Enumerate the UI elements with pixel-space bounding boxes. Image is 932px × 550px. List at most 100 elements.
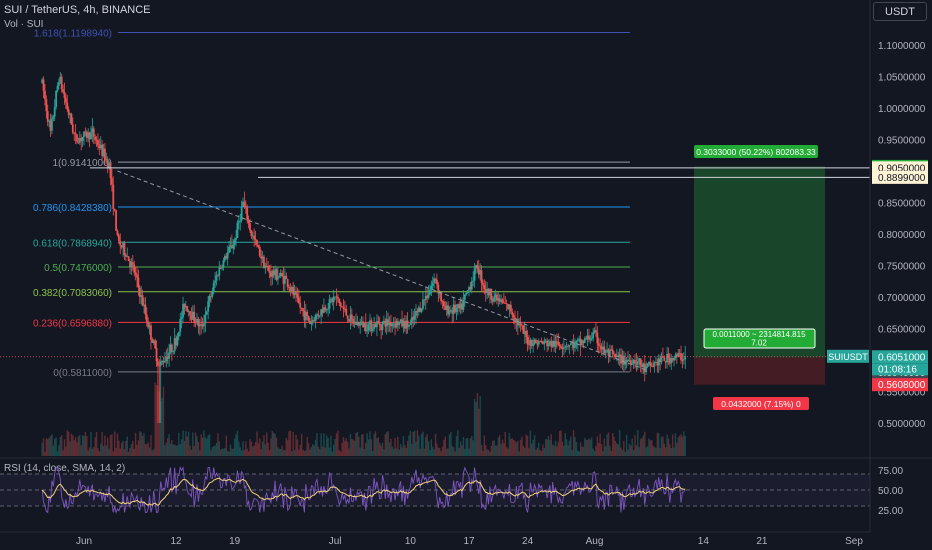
volume-bar <box>228 451 230 456</box>
volume-bar <box>189 445 191 456</box>
candle-body <box>681 360 684 361</box>
candle-body <box>495 294 498 301</box>
volume-bar <box>533 434 536 456</box>
volume-bar <box>557 441 559 456</box>
volume-bar <box>180 439 183 456</box>
candle-body <box>426 295 429 298</box>
volume-bar <box>151 450 154 456</box>
volume-bar <box>493 440 495 456</box>
volume-bar <box>459 441 462 456</box>
drawings: 0.3033000 (50.22%) 802083.33 0.0011000 ~ … <box>0 145 870 410</box>
candle-body <box>85 131 88 138</box>
volume-bar <box>286 440 289 456</box>
candle-body <box>84 131 87 133</box>
candle-body <box>643 363 646 372</box>
volume-bar <box>305 450 307 456</box>
candle-body <box>198 324 201 327</box>
candle-body <box>468 287 470 291</box>
candle-body <box>574 342 576 348</box>
candle-body <box>562 347 565 349</box>
volume-bar <box>415 441 417 456</box>
candle-body <box>330 298 332 300</box>
target-label-box <box>694 145 818 158</box>
volume-bar <box>554 440 557 456</box>
candle-body <box>183 303 186 308</box>
candle-body <box>362 321 364 328</box>
candle-body <box>42 79 45 91</box>
volume-bar <box>342 436 345 456</box>
volume-bar <box>671 434 674 456</box>
price-label: 0.8899000 <box>878 173 926 184</box>
volume-bar <box>376 438 378 456</box>
volume-bar <box>67 431 70 456</box>
candle-body <box>374 323 377 328</box>
volume-bar <box>437 447 440 456</box>
candle-body <box>569 343 572 346</box>
volume-bar <box>483 435 486 456</box>
candle-body <box>641 365 643 368</box>
volume-bar <box>296 439 299 456</box>
volume-bar <box>168 434 170 456</box>
volume-bar <box>673 447 675 456</box>
volume-bar <box>550 434 553 456</box>
currency-button[interactable]: USDT <box>873 2 927 21</box>
candle-body <box>158 365 161 367</box>
volume-bar <box>577 450 579 456</box>
candle-body <box>650 365 653 367</box>
candle-body <box>151 339 154 343</box>
volume-bar <box>486 449 488 456</box>
volume-bar <box>173 444 176 456</box>
candle-body <box>586 335 589 340</box>
candle-body <box>335 296 338 298</box>
volume-bar <box>295 434 297 456</box>
candle-body <box>635 363 638 365</box>
candle-body <box>278 276 281 278</box>
volume-bar <box>618 430 621 456</box>
volume-bar <box>363 449 366 456</box>
candle-body <box>479 270 482 275</box>
target-label: 0.3033000 (50.22%) 802083.33 <box>696 147 816 157</box>
volume-bar <box>111 434 113 456</box>
candle-body <box>334 296 336 298</box>
candle-body <box>311 319 314 322</box>
volume-bar <box>560 430 562 456</box>
volume-bar <box>129 447 131 456</box>
candle-body <box>314 315 317 322</box>
candle-body <box>451 310 454 314</box>
volume-bar <box>658 433 660 456</box>
volume-bar <box>603 438 606 456</box>
volume-bar <box>256 431 258 456</box>
volume-bar <box>239 447 241 456</box>
volume-bar <box>385 432 388 456</box>
candle-body <box>659 358 662 363</box>
volume-bar <box>162 386 165 456</box>
volume-bar <box>344 440 346 456</box>
volume-bar <box>171 439 173 456</box>
volume-indicator-label[interactable]: Vol · SUI <box>4 19 44 30</box>
volume-bar <box>623 440 625 456</box>
candle-body <box>656 361 659 366</box>
volume-bar <box>165 442 168 456</box>
candle-body <box>500 299 502 302</box>
candle-body <box>283 275 286 284</box>
rsi-indicator-label[interactable]: RSI (14, close, SMA, 14, 2) <box>4 463 126 474</box>
volume-bar <box>245 441 247 456</box>
volume-bar <box>118 440 120 456</box>
candle-body <box>78 138 81 143</box>
volume-bar <box>651 439 653 456</box>
candle-body <box>369 320 371 325</box>
volume-bar <box>353 440 356 456</box>
volume-bar <box>395 448 398 456</box>
volume-bar <box>182 430 184 456</box>
volume-bar <box>231 448 233 456</box>
volume-bar <box>113 431 116 456</box>
candle-body <box>293 292 296 295</box>
candle-body <box>519 323 522 326</box>
candle-body <box>507 304 509 309</box>
volume-bar <box>433 449 435 456</box>
candle-body <box>608 349 611 356</box>
volume-bar <box>267 442 269 456</box>
candle-body <box>59 76 62 83</box>
candle-body <box>445 305 448 310</box>
